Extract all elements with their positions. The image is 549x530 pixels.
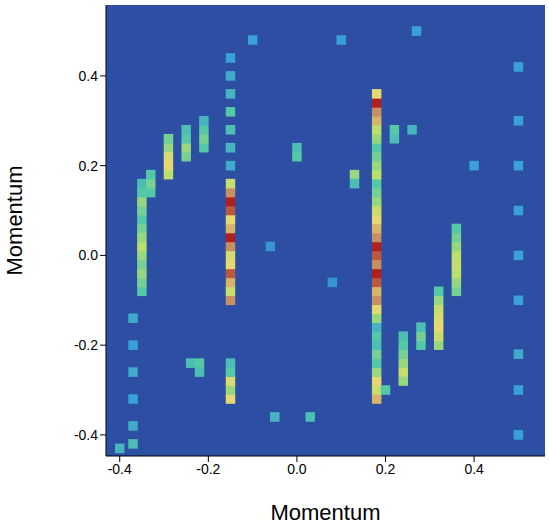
svg-text:0.2: 0.2 [79,158,99,174]
svg-text:-0.4: -0.4 [74,427,98,443]
svg-text:Momentum: Momentum [270,500,380,525]
svg-text:-0.2: -0.2 [74,337,98,353]
svg-text:0.0: 0.0 [287,461,307,477]
svg-text:0.0: 0.0 [79,247,99,263]
svg-text:0.4: 0.4 [79,68,99,84]
svg-text:0.4: 0.4 [464,461,484,477]
svg-text:-0.2: -0.2 [196,461,220,477]
svg-text:-0.4: -0.4 [108,461,132,477]
svg-text:Momentum: Momentum [2,165,27,275]
svg-text:0.2: 0.2 [376,461,396,477]
